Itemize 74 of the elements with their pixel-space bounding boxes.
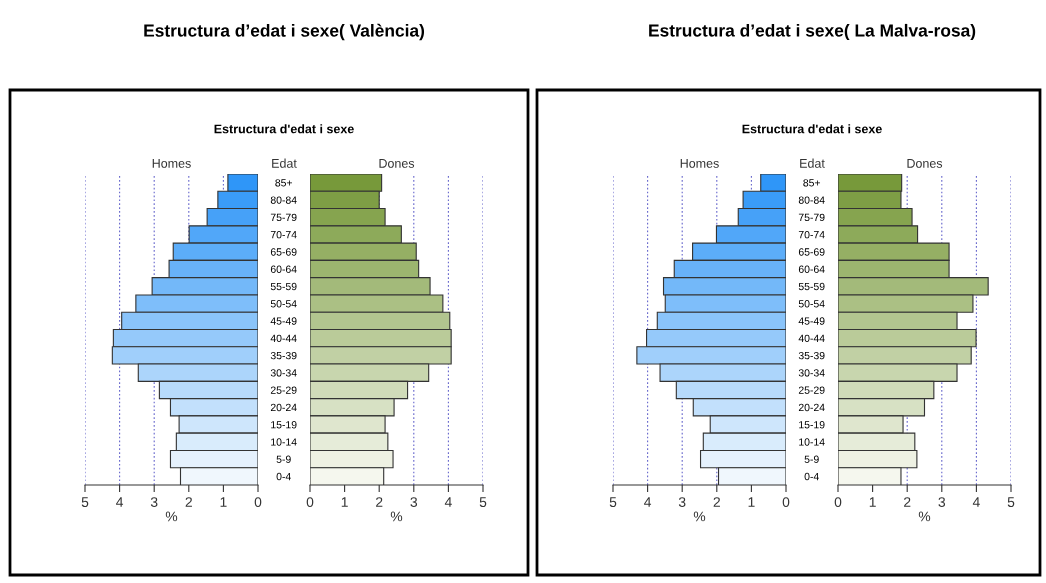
x-tick-label: 2 [713,497,720,507]
y-tick-label: 40-44 [798,334,825,343]
y-tick-label: 30-34 [798,369,825,377]
y-tick-label: 75-79 [270,213,297,222]
y-tick-label: 65-69 [798,248,825,256]
y-tick-label: 5-9 [276,455,291,463]
series-label: Dones [907,159,943,168]
y-tick-label: 50-54 [270,300,297,308]
x-tick-label: 3 [678,497,686,508]
x-tick-label: 1 [341,497,348,507]
y-tick-label: 15-19 [799,421,825,429]
y-tick-label: 0-4 [276,472,291,481]
y-tick-label: 70-74 [798,230,825,239]
x-tick-label: 3 [938,497,946,508]
y-tick-label: 10-14 [271,438,297,446]
x-tick-label: 2 [904,497,911,507]
y-tick-label: 85+ [803,179,821,187]
text: Estructura d'edat i sexe [214,124,354,134]
series-label: Dones [379,159,415,168]
x-tick-label: 0 [782,497,790,508]
y-tick-label: 50-54 [798,300,825,308]
y-tick-label: 80-84 [798,196,825,204]
x-tick-label: 2 [185,497,192,507]
chart-title: Estructura d’edat i sexe( València) [144,23,425,41]
y-tick-label: 20-24 [798,403,825,412]
y-tick-label: 85+ [275,179,293,187]
y-tick-label: 35-39 [798,351,825,360]
text: Estructura d'edat i sexe [742,124,882,134]
y-tick-label: 65-69 [270,248,297,256]
x-tick-label: 5 [81,497,89,508]
x-tick-label: 1 [869,497,876,507]
x-axis-title: % [918,511,931,522]
y-tick-label: 20-24 [270,403,297,412]
x-tick-label: 3 [150,497,158,508]
y-tick-label: 80-84 [270,196,297,204]
y-tick-label: 10-14 [799,438,825,446]
y-tick-label: 35-39 [270,351,297,360]
x-tick-label: 4 [116,497,124,507]
x-axis-title: % [165,511,178,522]
x-tick-label: 0 [254,497,262,508]
x-tick-label: 4 [444,497,452,507]
x-tick-label: 5 [609,497,617,508]
x-axis-title: % [693,511,706,522]
y-tick-label: 5-9 [804,455,819,463]
y-tick-label: 0-4 [804,472,819,481]
y-tick-label: 60-64 [270,265,297,273]
x-tick-label: 2 [376,497,383,507]
y-axis-title: Edat [272,158,297,168]
x-tick-label: 5 [1007,497,1015,508]
y-tick-label: 15-19 [271,421,297,429]
x-tick-label: 4 [972,497,980,507]
x-tick-label: 3 [410,497,418,508]
y-tick-label: 25-29 [798,386,825,394]
y-tick-label: 45-49 [798,317,825,325]
x-tick-label: 1 [748,497,755,507]
y-tick-label: 45-49 [270,317,297,325]
y-tick-label: 30-34 [270,369,297,377]
y-axis-title: Edat [800,158,825,168]
y-tick-label: 70-74 [270,230,297,239]
x-tick-label: 1 [220,497,227,507]
chart-title: Estructura d’edat i sexe( La Malva-rosa) [649,23,976,41]
x-tick-label: 5 [479,497,487,508]
y-tick-label: 55-59 [798,282,825,291]
y-tick-label: 40-44 [270,334,297,343]
x-tick-label: 0 [834,497,842,508]
y-tick-label: 75-79 [798,213,825,222]
text: Homes [152,159,191,168]
x-axis-title: % [390,511,403,522]
y-tick-label: 60-64 [798,265,825,273]
y-tick-label: 55-59 [270,282,297,291]
text: Homes [680,159,719,168]
x-tick-label: 0 [306,497,314,508]
x-tick-label: 4 [644,497,652,507]
y-tick-label: 25-29 [270,386,297,394]
